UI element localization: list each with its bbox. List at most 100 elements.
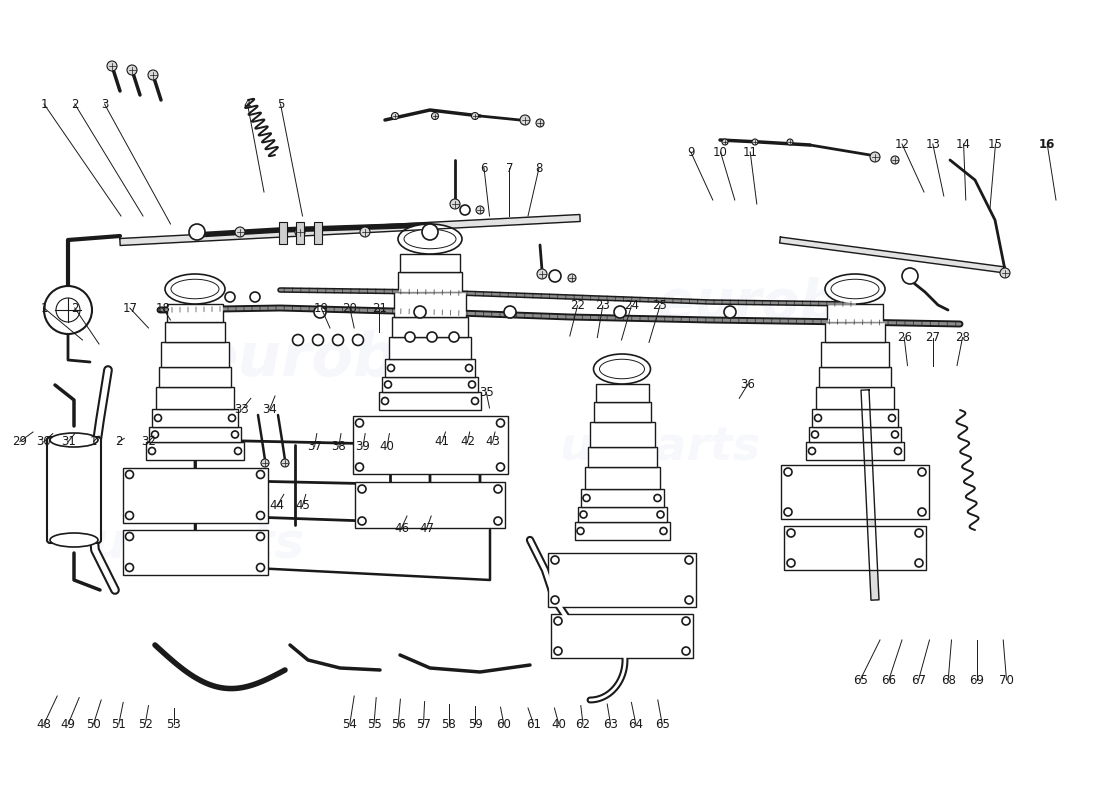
Bar — [392, 317, 468, 337]
Circle shape — [469, 381, 475, 388]
Bar — [781, 465, 930, 519]
Circle shape — [915, 529, 923, 537]
Text: 59: 59 — [468, 718, 483, 730]
Circle shape — [578, 527, 584, 534]
Circle shape — [891, 156, 899, 164]
Ellipse shape — [600, 359, 645, 378]
Ellipse shape — [50, 433, 98, 447]
Ellipse shape — [50, 533, 98, 547]
Text: 25: 25 — [652, 299, 668, 312]
Circle shape — [358, 517, 366, 525]
Circle shape — [107, 61, 117, 71]
Circle shape — [44, 286, 92, 334]
Bar — [574, 522, 670, 540]
Bar — [587, 447, 657, 467]
Text: 63: 63 — [603, 718, 618, 730]
Text: 30: 30 — [36, 435, 52, 448]
Text: 24: 24 — [624, 299, 639, 312]
Text: 64: 64 — [628, 718, 643, 730]
Circle shape — [256, 533, 264, 541]
Text: eurob: eurob — [197, 330, 397, 390]
Text: 35: 35 — [478, 386, 494, 398]
Bar — [385, 359, 475, 377]
Circle shape — [295, 227, 305, 237]
Circle shape — [724, 306, 736, 318]
Ellipse shape — [170, 279, 219, 298]
Bar — [595, 384, 649, 402]
Circle shape — [235, 227, 245, 237]
Text: 6: 6 — [481, 162, 487, 174]
Text: 8: 8 — [536, 162, 542, 174]
Bar — [148, 427, 241, 442]
Text: 13: 13 — [925, 138, 940, 150]
Text: 31: 31 — [60, 435, 76, 448]
Polygon shape — [120, 214, 580, 246]
Text: 61: 61 — [526, 718, 541, 730]
Text: 10: 10 — [713, 146, 728, 158]
Text: 17: 17 — [122, 302, 138, 314]
Bar — [156, 387, 234, 409]
Bar — [394, 292, 466, 317]
Circle shape — [392, 113, 398, 119]
Circle shape — [312, 334, 323, 346]
Circle shape — [660, 527, 667, 534]
Text: 47: 47 — [419, 522, 435, 534]
Circle shape — [385, 381, 392, 388]
Bar — [167, 304, 223, 322]
Circle shape — [814, 414, 822, 422]
Text: 38: 38 — [331, 440, 346, 453]
Text: 56: 56 — [390, 718, 406, 730]
Text: 39: 39 — [355, 440, 371, 453]
Text: 58: 58 — [441, 718, 456, 730]
Text: 4: 4 — [244, 98, 251, 110]
Text: 34: 34 — [262, 403, 277, 416]
Bar — [379, 392, 481, 410]
Circle shape — [449, 332, 459, 342]
FancyBboxPatch shape — [47, 437, 101, 543]
Circle shape — [520, 115, 530, 125]
Circle shape — [256, 563, 264, 571]
Bar — [812, 409, 898, 427]
Circle shape — [894, 447, 902, 454]
Circle shape — [431, 113, 439, 119]
Text: 40: 40 — [379, 440, 395, 453]
Circle shape — [382, 398, 388, 405]
Polygon shape — [780, 237, 1005, 273]
Text: 22: 22 — [570, 299, 585, 312]
Circle shape — [536, 119, 544, 127]
Ellipse shape — [830, 279, 879, 298]
Circle shape — [583, 494, 590, 502]
Bar — [827, 304, 883, 322]
Circle shape — [261, 459, 270, 467]
Circle shape — [234, 447, 242, 454]
Text: 1: 1 — [41, 302, 47, 314]
Text: 45: 45 — [295, 499, 310, 512]
Circle shape — [891, 431, 899, 438]
Bar — [808, 427, 901, 442]
Circle shape — [427, 332, 437, 342]
Ellipse shape — [825, 274, 886, 304]
Bar — [382, 377, 478, 392]
Circle shape — [229, 414, 235, 422]
Circle shape — [786, 529, 795, 537]
Text: 65: 65 — [852, 674, 868, 686]
Text: 16: 16 — [1040, 138, 1055, 150]
Bar — [122, 467, 267, 522]
Circle shape — [125, 533, 133, 541]
Circle shape — [125, 563, 133, 571]
Text: 57: 57 — [416, 718, 431, 730]
Text: 42: 42 — [460, 435, 475, 448]
Circle shape — [472, 113, 478, 119]
Circle shape — [784, 468, 792, 476]
Circle shape — [355, 463, 363, 471]
Circle shape — [496, 463, 505, 471]
Circle shape — [125, 470, 133, 478]
Text: 67: 67 — [911, 674, 926, 686]
Text: 65: 65 — [654, 718, 670, 730]
Circle shape — [152, 431, 158, 438]
Text: 60: 60 — [496, 718, 512, 730]
Circle shape — [722, 139, 728, 145]
Text: 66: 66 — [881, 674, 896, 686]
Circle shape — [786, 139, 793, 145]
Bar — [816, 387, 894, 409]
